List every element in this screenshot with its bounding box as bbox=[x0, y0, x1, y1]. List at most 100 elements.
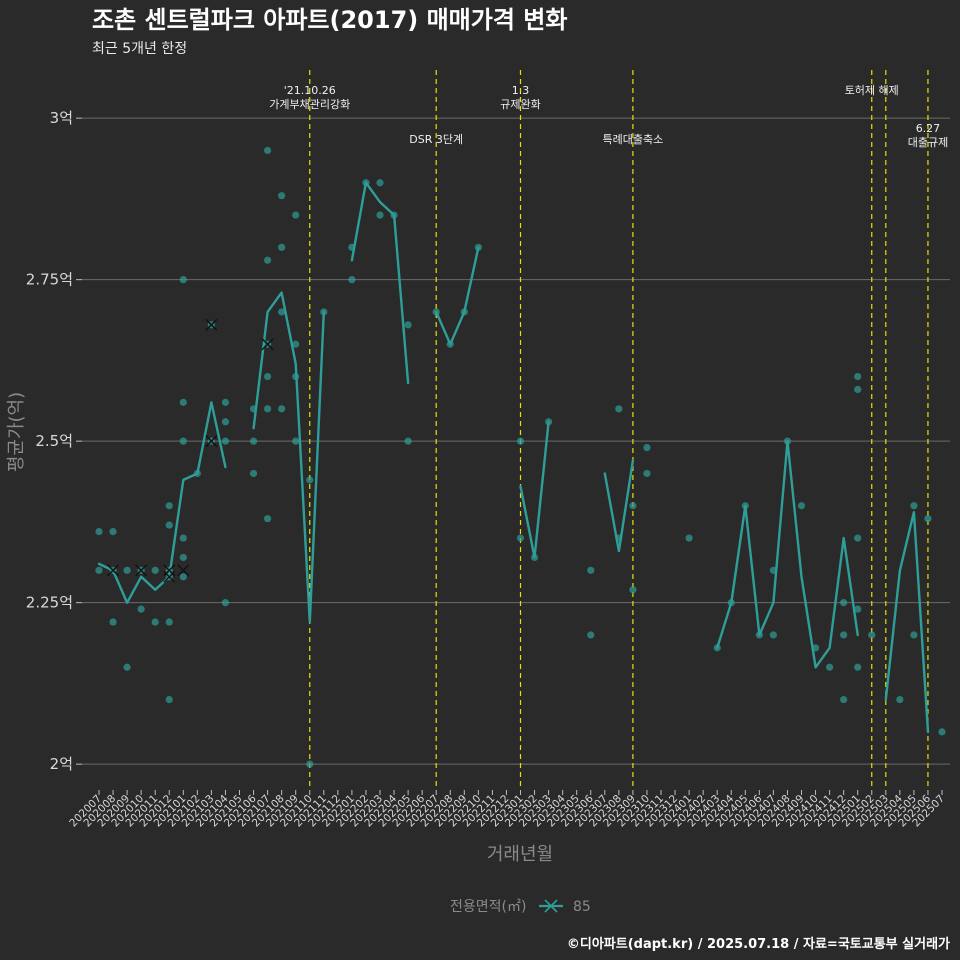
data-point bbox=[840, 599, 848, 607]
data-point bbox=[516, 534, 525, 542]
data-point bbox=[264, 372, 272, 381]
data-point bbox=[179, 276, 187, 284]
y-tick-label: 2.5억 bbox=[35, 432, 73, 450]
legend-title: 전용면적(㎡) bbox=[450, 899, 526, 915]
data-point bbox=[264, 146, 272, 155]
x-marker bbox=[135, 564, 148, 577]
event-annotation-text: 가계부채관리강화 bbox=[269, 98, 350, 111]
monthly-average-line bbox=[519, 420, 550, 559]
data-point bbox=[179, 534, 187, 542]
data-point bbox=[249, 469, 258, 478]
data-point bbox=[179, 437, 187, 445]
x-marker bbox=[261, 338, 274, 351]
monthly-average-line bbox=[435, 246, 480, 346]
data-point bbox=[910, 631, 918, 639]
event-annotation-text: 대출규제 bbox=[908, 136, 948, 149]
data-point bbox=[165, 618, 173, 626]
data-point bbox=[221, 398, 230, 406]
y-axis-title: 평균가(억) bbox=[6, 392, 27, 472]
event-annotation-text: DSR 3단계 bbox=[409, 133, 463, 146]
legend-marker-swatch bbox=[544, 899, 558, 913]
data-point bbox=[249, 437, 258, 445]
data-point bbox=[348, 276, 356, 284]
y-tick-label: 2.25억 bbox=[26, 594, 73, 612]
data-point bbox=[264, 405, 272, 413]
data-point bbox=[109, 527, 117, 536]
data-point bbox=[264, 515, 272, 523]
data-point bbox=[179, 573, 187, 581]
data-point bbox=[854, 663, 862, 671]
data-point bbox=[587, 566, 595, 574]
data-point bbox=[221, 418, 230, 426]
data-point bbox=[278, 192, 286, 200]
x-marker bbox=[107, 564, 120, 577]
data-point bbox=[264, 256, 272, 264]
event-annotation-text: '21.10.26 bbox=[284, 84, 336, 97]
data-point bbox=[165, 502, 173, 510]
data-point bbox=[221, 599, 230, 607]
data-point bbox=[938, 728, 946, 736]
data-point bbox=[769, 631, 778, 639]
data-point bbox=[404, 321, 412, 329]
event-annotation-text: 토허제 해제 bbox=[845, 83, 899, 97]
data-point bbox=[854, 385, 862, 394]
data-point bbox=[306, 476, 314, 484]
data-point bbox=[826, 663, 834, 671]
data-point bbox=[516, 437, 525, 445]
monthly-average-line bbox=[884, 511, 930, 734]
monthly-average-line bbox=[252, 291, 325, 624]
x-marker bbox=[205, 318, 218, 331]
data-point bbox=[685, 534, 693, 542]
data-point bbox=[109, 618, 117, 626]
legend-label: 85 bbox=[573, 899, 591, 915]
data-point bbox=[292, 340, 300, 348]
data-point bbox=[896, 695, 904, 704]
data-point bbox=[278, 243, 286, 251]
event-annotation-text: 특례대출축소 bbox=[603, 133, 664, 146]
event-annotation-text: 6.27 bbox=[916, 122, 941, 135]
data-point bbox=[854, 372, 862, 381]
monthly-average-line bbox=[716, 440, 859, 669]
grid bbox=[76, 117, 950, 795]
x-marker bbox=[163, 570, 176, 583]
y-tick-label: 2억 bbox=[50, 755, 73, 773]
data-point bbox=[151, 566, 159, 574]
chart-subtitle: 최근 5개년 한정 bbox=[92, 41, 187, 57]
data-point bbox=[910, 502, 918, 510]
data-point bbox=[278, 308, 286, 316]
data-point bbox=[165, 695, 173, 704]
event-annotation-text: 규제완화 bbox=[500, 98, 540, 111]
data-point bbox=[376, 211, 384, 219]
data-point bbox=[854, 605, 862, 613]
data-point bbox=[643, 469, 651, 478]
data-point bbox=[840, 631, 848, 639]
data-point bbox=[643, 444, 651, 452]
data-point bbox=[123, 663, 131, 671]
y-tick-label: 2.75억 bbox=[26, 271, 73, 289]
x-marker bbox=[177, 564, 190, 577]
event-lines bbox=[309, 70, 929, 790]
y-axis-ticks: 2억 2.25억 2.5억 2.75억 3억 bbox=[26, 109, 73, 773]
data-point bbox=[165, 521, 173, 529]
x-axis-ticks: 2020072020082020092020102020112020122021… bbox=[67, 792, 947, 829]
data-point bbox=[797, 502, 806, 510]
data-point bbox=[179, 553, 187, 562]
chart-title: 조촌 센트럴파크 아파트(2017) 매매가격 변화 bbox=[92, 6, 567, 34]
data-point bbox=[868, 631, 876, 639]
data-point bbox=[629, 586, 637, 594]
data-point bbox=[95, 527, 103, 536]
series-85 bbox=[95, 146, 946, 768]
data-point bbox=[278, 405, 286, 413]
data-point bbox=[292, 211, 300, 219]
data-point bbox=[123, 566, 131, 574]
data-point bbox=[615, 405, 623, 413]
data-point bbox=[292, 437, 300, 445]
data-point bbox=[629, 502, 637, 510]
data-point bbox=[151, 618, 159, 626]
monthly-average-line bbox=[350, 181, 410, 385]
legend: 전용면적(㎡) 85 bbox=[450, 899, 591, 915]
data-point bbox=[587, 631, 595, 639]
data-point bbox=[95, 566, 103, 574]
